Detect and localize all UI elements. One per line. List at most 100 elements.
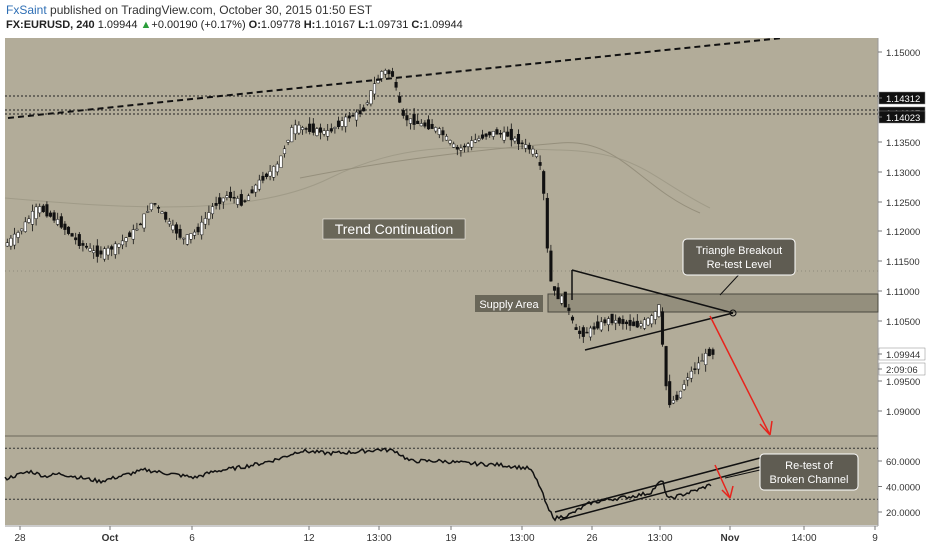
candle-up (369, 90, 373, 105)
candle-up (185, 234, 189, 245)
price-change: +0.00190 (+0.17%) (151, 19, 246, 31)
triangle-lower-line[interactable] (584, 312, 734, 351)
close-value: 1.09944 (423, 19, 463, 31)
candle-down (552, 286, 557, 291)
candle-up (434, 127, 438, 132)
candle-up (92, 250, 96, 254)
candle-down (347, 115, 351, 119)
channel-callout-line1: Re-test of (785, 460, 834, 472)
candle-down (621, 319, 625, 325)
candle-up (246, 195, 251, 201)
candle-down (74, 237, 78, 241)
candle-up (102, 248, 107, 260)
triangle-upper-line[interactable] (571, 269, 734, 314)
publisher-line: FxSaint published on TradingView.com, Oc… (6, 3, 373, 17)
candle-up (113, 243, 117, 255)
candle-up (696, 362, 701, 370)
candle-up (279, 155, 283, 168)
candle-down (318, 127, 323, 133)
reference-lines (5, 95, 878, 272)
oscillator-axis-labels: 60.0000 40.0000 20.0000 (878, 457, 920, 519)
candle-up (531, 148, 535, 155)
candle-up (160, 211, 164, 214)
candle-up (120, 240, 125, 246)
low-value: 1.09731 (368, 19, 409, 31)
candle-down (570, 316, 575, 321)
channel-callout-line2: Broken Channel (770, 474, 849, 486)
candle-up (236, 198, 240, 205)
candle-down (239, 194, 243, 206)
candle-down (401, 110, 405, 116)
candle-up (290, 127, 294, 143)
candle-up (203, 218, 207, 225)
candle-down (243, 200, 247, 202)
candle-down (48, 212, 53, 217)
candle-up (34, 206, 38, 219)
candle-up (606, 318, 611, 325)
candle-up (513, 137, 517, 142)
price-tick-label: 1.12500 (886, 198, 920, 209)
candle-down (574, 327, 578, 330)
time-tick-label: 14:00 (791, 533, 816, 544)
candle-down (153, 203, 157, 205)
open-label: O: (248, 19, 261, 31)
candle-down (542, 171, 546, 194)
candle-down (174, 224, 179, 234)
candle-down (596, 321, 600, 329)
channel-upper-line[interactable] (554, 457, 761, 513)
supply-area-label[interactable]: Supply Area (475, 295, 543, 312)
candle-up (383, 70, 387, 75)
symbol-name[interactable]: FX:EURUSD, 240 (6, 19, 95, 31)
high-value: 1.10167 (315, 19, 356, 31)
candle-up (254, 184, 258, 193)
candle-down (430, 123, 434, 129)
candle-up (149, 202, 153, 211)
triangle-apex-point[interactable] (729, 309, 737, 317)
candle-up (704, 353, 708, 366)
supply-label-box (475, 295, 543, 312)
candle-up (16, 232, 20, 238)
triangle-breakout-callout[interactable]: Triangle Breakout Re-test Level (682, 238, 796, 276)
candle-up (182, 237, 186, 240)
candle-up (491, 131, 495, 137)
channel-retest-callout[interactable]: Re-test of Broken Channel (759, 453, 859, 491)
price-axis-labels: 1.150001.143121.140671.140231.135001.130… (878, 48, 926, 418)
candle-down (545, 197, 549, 249)
channel-red-arrow-line (714, 464, 731, 499)
projection-arrow-line (709, 315, 771, 436)
candle-down (675, 394, 679, 401)
candle-down (498, 132, 503, 135)
candle-up (408, 118, 413, 124)
oscillator-pane[interactable] (5, 437, 878, 525)
candle-up (257, 179, 261, 190)
candle-up (333, 127, 337, 129)
chart-area[interactable]: Trend Continuation Supply Area Triangle … (0, 38, 932, 550)
candle-down (480, 134, 485, 139)
time-tick-label: 26 (586, 533, 598, 544)
candle-down (707, 348, 711, 357)
candle-up (9, 237, 13, 247)
candle-down (164, 211, 168, 220)
time-tick-label: 13:00 (366, 533, 391, 544)
candle-down (304, 128, 308, 130)
candle-up (286, 140, 290, 143)
candle-up (354, 111, 359, 121)
channel-callout-box (759, 453, 859, 491)
candle-up (326, 130, 330, 137)
channel-lower-line[interactable] (559, 466, 761, 521)
last-price: 1.09944 (97, 19, 138, 31)
candle-down (70, 233, 74, 237)
candle-down (52, 212, 56, 221)
candle-down (250, 189, 254, 194)
trend-continuation-label[interactable]: Trend Continuation (322, 218, 466, 240)
candle-down (156, 207, 161, 209)
price-tick-label: 1.12000 (886, 227, 920, 238)
candle-up (210, 206, 215, 215)
chart-header: FxSaint published on TradingView.com, Oc… (0, 0, 932, 38)
candle-down (351, 115, 355, 117)
time-tick-label: 13:00 (509, 533, 534, 544)
author-link[interactable]: FxSaint (6, 3, 47, 17)
candle-down (632, 321, 636, 327)
site-name[interactable]: TradingView.com (121, 3, 213, 17)
time-tick-label: Nov (721, 533, 740, 544)
